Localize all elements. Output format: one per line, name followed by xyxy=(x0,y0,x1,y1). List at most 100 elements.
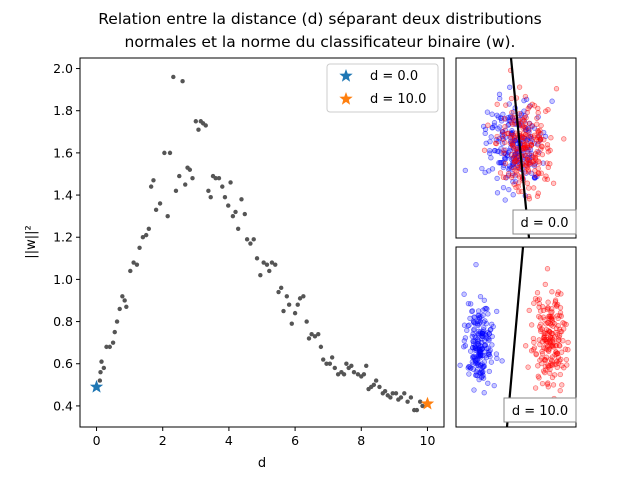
inset-point-class-a xyxy=(487,327,493,333)
inset-bottom-label: d = 10.0 xyxy=(512,404,568,419)
inset-bottom: d = 10.0 xyxy=(455,246,577,428)
inset-point-class-a xyxy=(497,95,503,102)
star-point-d0 xyxy=(89,379,104,393)
inset-point-class-b xyxy=(494,101,500,107)
inset-point-class-b xyxy=(557,310,564,316)
inset-point-class-b xyxy=(545,305,551,311)
data-point xyxy=(327,361,333,366)
data-point xyxy=(420,403,425,409)
inset-point-class-b xyxy=(525,105,531,112)
inset-point-class-b xyxy=(548,343,554,349)
data-point xyxy=(213,175,218,181)
inset-point-class-a xyxy=(507,84,513,90)
inset-point-class-a xyxy=(531,175,538,181)
inset-point-class-b xyxy=(533,172,539,178)
data-point xyxy=(332,365,337,371)
inset-point-class-b xyxy=(532,385,539,391)
inset-point-class-b xyxy=(534,121,540,127)
data-point xyxy=(101,365,107,371)
inset-point-class-b xyxy=(502,139,508,146)
data-point xyxy=(382,388,388,394)
data-point xyxy=(98,369,103,375)
inset-bottom-label-box xyxy=(503,397,577,423)
inset-point-class-b xyxy=(543,346,550,352)
inset-point-class-b xyxy=(553,361,559,368)
data-point xyxy=(318,344,324,350)
inset-point-class-b xyxy=(553,351,560,357)
data-point xyxy=(110,340,116,345)
data-point xyxy=(193,119,199,124)
inset-point-class-b xyxy=(535,105,541,112)
inset-point-class-a xyxy=(461,291,467,297)
data-point xyxy=(244,237,250,242)
x-tick-label: 8 xyxy=(357,433,365,448)
inset-point-class-b xyxy=(531,185,537,191)
inset-point-class-b xyxy=(511,181,517,187)
inset-point-class-b xyxy=(536,337,542,343)
data-point xyxy=(180,78,185,84)
inset-point-class-b xyxy=(554,364,560,371)
inset-point-class-b xyxy=(535,110,541,116)
inset-point-class-b xyxy=(560,338,566,344)
data-point xyxy=(196,127,201,132)
data-point xyxy=(177,173,182,179)
inset-point-class-b xyxy=(547,370,553,376)
inset-top-label: d = 0.0 xyxy=(520,216,568,231)
inset-point-class-b xyxy=(503,174,509,181)
inset-point-class-a xyxy=(487,347,493,353)
data-point xyxy=(222,194,228,200)
inset-point-class-b xyxy=(492,140,499,146)
inset-point-class-b xyxy=(520,134,526,141)
data-point xyxy=(286,302,292,307)
inset-point-class-b xyxy=(481,147,488,153)
inset-bottom-points xyxy=(457,261,571,402)
inset-point-class-a xyxy=(523,96,530,103)
inset-point-class-b xyxy=(512,148,518,154)
data-point xyxy=(137,245,142,250)
inset-point-class-b xyxy=(556,358,563,364)
legend-marker-d0 xyxy=(339,69,353,82)
inset-point-class-b xyxy=(561,136,567,142)
inset-point-class-a xyxy=(499,358,505,364)
data-point xyxy=(349,363,354,369)
inset-point-class-b xyxy=(548,356,554,362)
inset-point-class-b xyxy=(559,382,565,388)
y-tick-label: 0.8 xyxy=(53,314,73,329)
data-point xyxy=(321,357,326,362)
inset-point-class-b xyxy=(509,109,515,116)
inset-point-class-b xyxy=(555,315,561,322)
inset-point-class-a xyxy=(485,311,491,317)
data-point xyxy=(393,391,399,396)
inset-point-class-b xyxy=(558,291,564,297)
y-tick-label: 2.0 xyxy=(53,61,73,76)
legend-label-d0: d = 0.0 xyxy=(370,69,418,84)
inset-bottom-decision-line xyxy=(505,247,525,427)
inset-point-class-a xyxy=(486,368,492,375)
inset-point-class-a xyxy=(475,362,481,368)
inset-top-decision-line xyxy=(509,58,531,238)
inset-point-class-a xyxy=(497,160,503,166)
inset-point-class-b xyxy=(544,319,551,326)
inset-point-class-a xyxy=(496,91,503,97)
inset-point-class-b xyxy=(533,351,539,358)
data-point xyxy=(297,296,303,301)
inset-point-class-a xyxy=(482,306,488,312)
inset-point-class-b xyxy=(526,144,533,151)
inset-point-class-b xyxy=(538,321,544,327)
data-point xyxy=(248,241,253,246)
y-tick-label: 1.6 xyxy=(53,145,73,160)
data-point xyxy=(408,395,414,400)
inset-point-class-b xyxy=(543,340,549,346)
inset-point-class-a xyxy=(477,293,484,300)
inset-point-class-b xyxy=(553,325,560,332)
data-point xyxy=(107,344,112,350)
inset-point-class-a xyxy=(490,124,496,131)
inset-point-class-b xyxy=(542,357,548,364)
data-point xyxy=(235,226,241,231)
inset-point-class-a xyxy=(464,327,470,334)
x-tick-label: 0 xyxy=(93,433,101,448)
y-axis-label: ||w||² xyxy=(24,225,39,258)
inset-point-class-b xyxy=(538,136,544,142)
data-point xyxy=(264,262,270,267)
inset-point-class-b xyxy=(534,148,540,155)
